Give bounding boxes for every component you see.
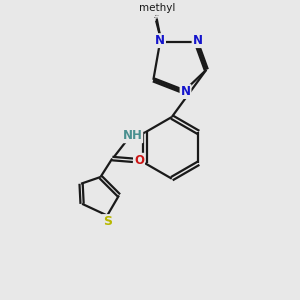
Text: N: N: [155, 34, 165, 47]
Text: methyl: methyl: [155, 15, 160, 16]
Text: NH: NH: [122, 129, 142, 142]
Text: methyl: methyl: [154, 17, 158, 19]
Text: S: S: [103, 215, 112, 228]
Text: N: N: [181, 85, 190, 98]
Text: methyl: methyl: [158, 13, 163, 14]
Text: N: N: [193, 34, 202, 47]
Text: methyl: methyl: [139, 4, 175, 14]
Text: O: O: [134, 154, 144, 167]
